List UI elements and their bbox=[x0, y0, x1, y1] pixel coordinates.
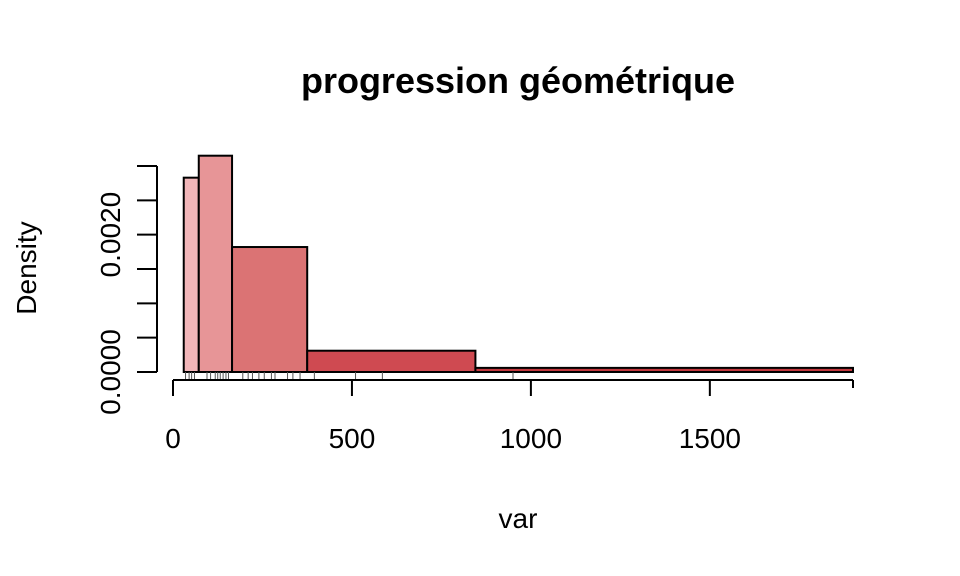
y-tick-label-0: 0.0000 bbox=[95, 329, 126, 415]
histogram-bar-0 bbox=[182, 176, 200, 373]
y-tick-label-4: 0.0020 bbox=[95, 192, 126, 278]
x-axis: 0 500 1000 1500 bbox=[165, 379, 854, 454]
histogram-bar-1 bbox=[197, 154, 234, 373]
histogram-bar-2 bbox=[231, 246, 309, 374]
x-tick-label-3: 1500 bbox=[679, 423, 741, 454]
y-axis-label: Density bbox=[11, 221, 42, 314]
x-tick-label-1: 500 bbox=[329, 423, 376, 454]
x-axis-label: var bbox=[499, 503, 538, 534]
bars-group bbox=[182, 154, 854, 374]
x-tick-label-0: 0 bbox=[165, 423, 181, 454]
rug-group bbox=[185, 372, 514, 380]
histogram-bar-4 bbox=[474, 366, 854, 374]
histogram-bar-3 bbox=[306, 349, 477, 374]
x-tick-label-2: 1000 bbox=[500, 423, 562, 454]
chart-title: progression géométrique bbox=[301, 60, 735, 101]
y-axis: 0.0000 0.0020 bbox=[95, 165, 158, 415]
